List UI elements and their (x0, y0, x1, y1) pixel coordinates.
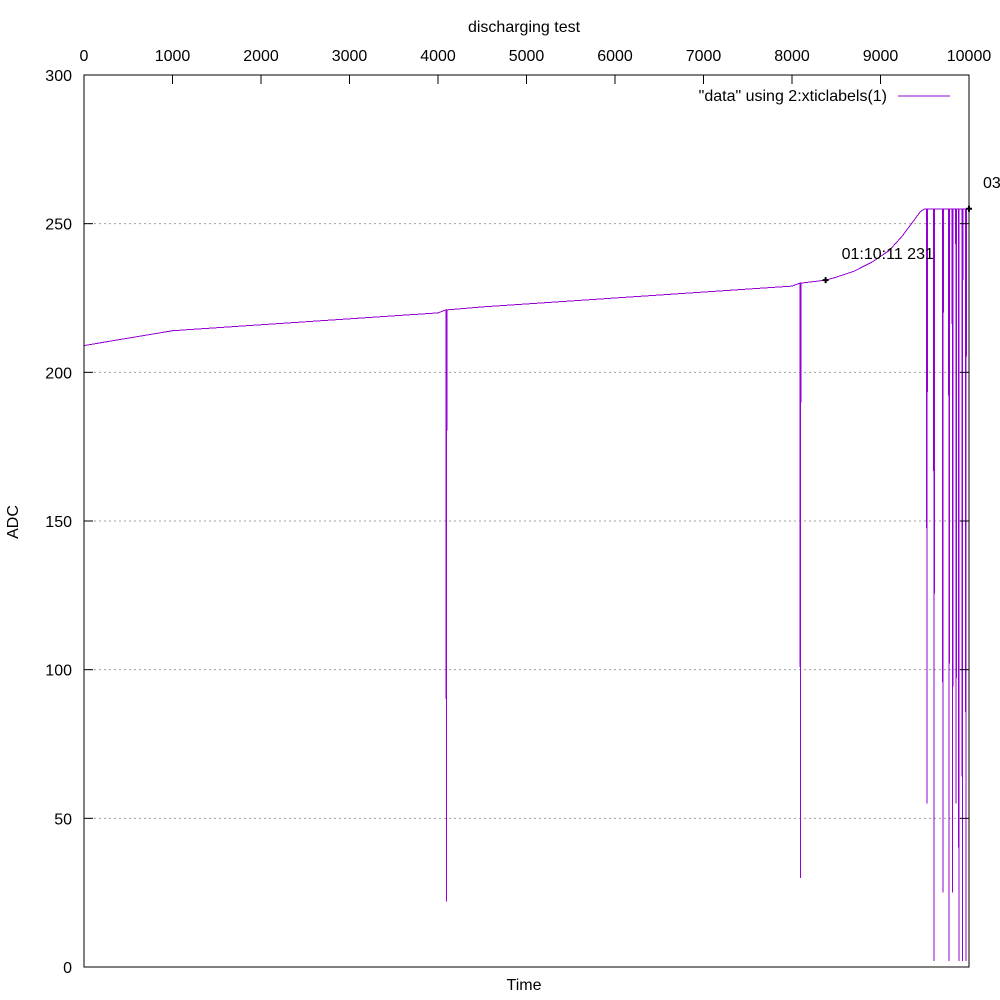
y-axis-label: ADC (5, 505, 22, 539)
series-line-0 (83, 208, 969, 962)
y-tick-label: 0 (63, 960, 72, 977)
y-tick-label: 200 (45, 365, 72, 382)
annotation-marker (966, 205, 972, 212)
x-tick-label: 4000 (420, 48, 456, 65)
x-tick-label: 6000 (597, 48, 633, 65)
y-tick-label: 50 (54, 811, 72, 828)
chart-title: discharging test (468, 19, 581, 36)
annotations: 01:10:11 231 03 (822, 175, 1000, 284)
annotation-label: 01:10:11 231 (842, 246, 934, 263)
x-tick-label: 7000 (686, 48, 722, 65)
series-layer (83, 208, 969, 962)
legend: "data" using 2:xticlabels(1) (699, 88, 950, 105)
annotation-label: 03 (983, 175, 1000, 192)
x-tick-label: 5000 (509, 48, 545, 65)
annotation-marker (822, 277, 829, 284)
x-tick-label: 1000 (155, 48, 191, 65)
plot-frame (83, 74, 970, 968)
x-tick-label: 8000 (774, 48, 810, 65)
y-tick-label: 300 (45, 68, 72, 85)
x-axis-label: Time (507, 977, 542, 994)
x-tick-label: 10000 (947, 48, 992, 65)
x-tick-label: 0 (80, 48, 89, 65)
y-tick-label: 100 (45, 663, 72, 680)
x-tick-label: 9000 (863, 48, 899, 65)
y-tick-label: 150 (45, 514, 72, 531)
y-tick-label: 250 (45, 217, 72, 234)
legend-label: "data" using 2:xticlabels(1) (699, 88, 887, 105)
grid-lines (84, 223, 969, 819)
x-tick-label: 3000 (332, 48, 368, 65)
x-tick-label: 2000 (243, 48, 279, 65)
